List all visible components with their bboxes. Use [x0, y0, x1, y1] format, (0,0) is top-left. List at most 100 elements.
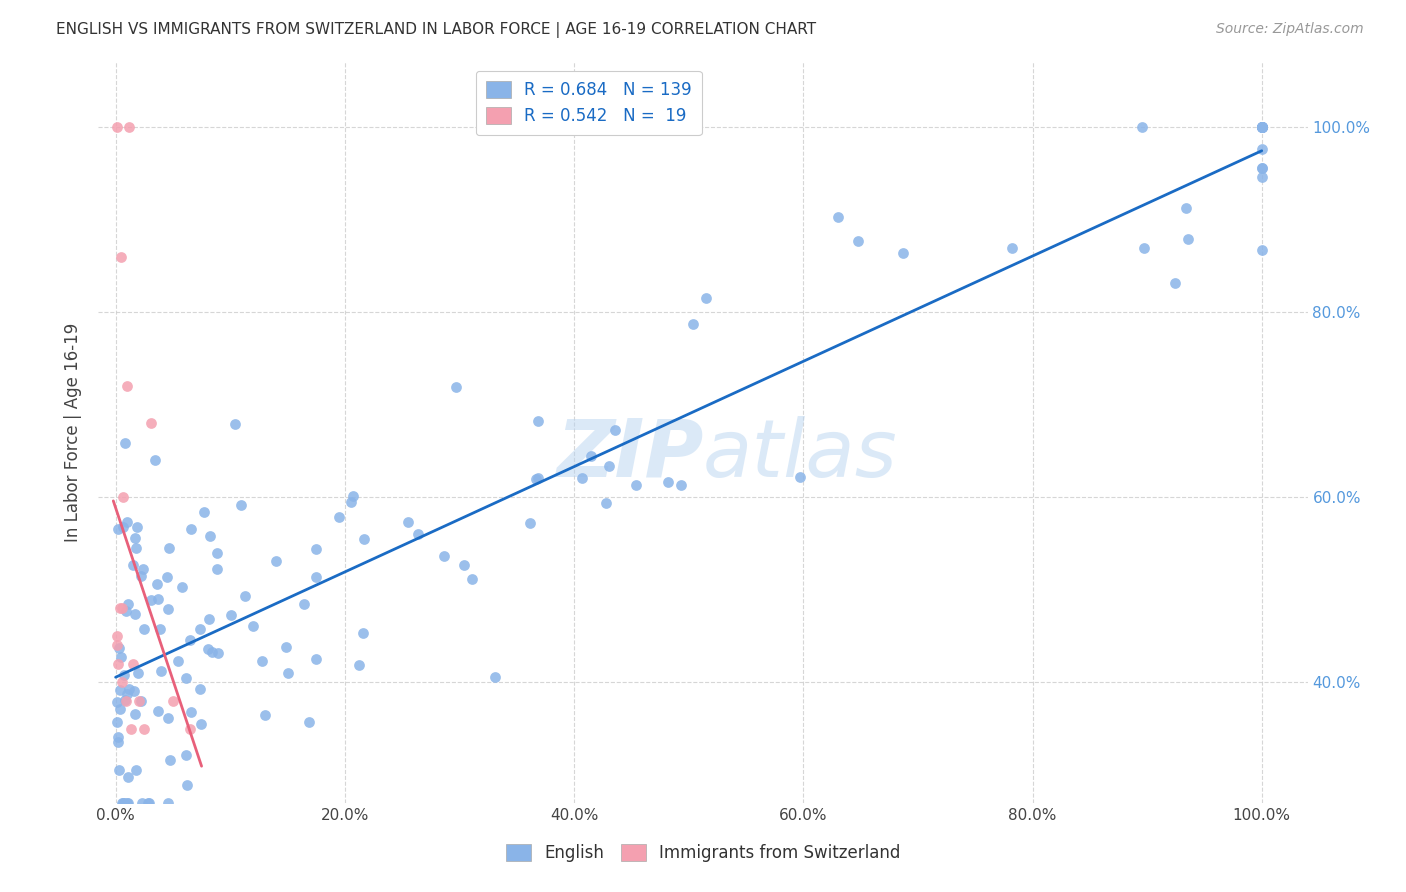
Point — [201, 645, 224, 659]
Point — [1250, 120, 1272, 135]
Point — [682, 318, 704, 332]
Point — [1130, 120, 1153, 135]
Point — [1250, 120, 1272, 135]
Point — [1250, 169, 1272, 184]
Point — [200, 529, 222, 543]
Point — [107, 657, 129, 671]
Point — [1250, 120, 1272, 135]
Point — [453, 558, 475, 572]
Point — [124, 531, 146, 545]
Point — [250, 654, 273, 668]
Point — [526, 414, 548, 428]
Point — [107, 522, 129, 536]
Point — [131, 562, 153, 576]
Point — [134, 722, 156, 736]
Point — [117, 796, 139, 810]
Point — [108, 601, 131, 615]
Point — [143, 453, 166, 467]
Point — [108, 683, 131, 698]
Point — [827, 210, 849, 224]
Point — [461, 572, 484, 586]
Point — [156, 569, 179, 583]
Point — [149, 664, 172, 678]
Point — [292, 598, 315, 612]
Point — [108, 701, 131, 715]
Point — [115, 694, 138, 708]
Point — [190, 717, 212, 731]
Point — [180, 705, 202, 719]
Point — [340, 495, 363, 509]
Point — [167, 654, 190, 668]
Point — [118, 682, 141, 697]
Point — [695, 291, 717, 305]
Point — [519, 516, 541, 530]
Point — [1250, 142, 1272, 156]
Point — [138, 796, 160, 810]
Point — [231, 498, 253, 512]
Point — [603, 423, 626, 437]
Point — [174, 671, 197, 685]
Point — [1250, 161, 1272, 176]
Point — [148, 591, 170, 606]
Point — [396, 515, 419, 529]
Point — [139, 417, 162, 431]
Point — [146, 576, 169, 591]
Point — [129, 569, 152, 583]
Point — [114, 693, 136, 707]
Point — [176, 778, 198, 792]
Point — [122, 683, 145, 698]
Point — [242, 619, 264, 633]
Point — [274, 640, 297, 655]
Point — [266, 554, 288, 568]
Point — [110, 250, 132, 264]
Point — [128, 694, 150, 708]
Point — [159, 753, 181, 767]
Point — [170, 580, 193, 594]
Point — [112, 796, 135, 810]
Text: ENGLISH VS IMMIGRANTS FROM SWITZERLAND IN LABOR FORCE | AGE 16-19 CORRELATION CH: ENGLISH VS IMMIGRANTS FROM SWITZERLAND I… — [56, 22, 817, 38]
Point — [117, 597, 139, 611]
Point — [205, 562, 228, 576]
Point — [124, 607, 146, 622]
Point — [127, 666, 149, 681]
Text: atlas: atlas — [703, 416, 898, 494]
Point — [105, 695, 128, 709]
Point — [108, 764, 131, 778]
Point — [117, 379, 139, 393]
Point — [1177, 232, 1199, 246]
Point — [108, 641, 131, 656]
Point — [110, 650, 132, 665]
Point — [132, 622, 155, 636]
Point — [595, 496, 617, 510]
Point — [131, 796, 153, 810]
Point — [118, 120, 141, 135]
Point — [598, 458, 620, 473]
Point — [1250, 120, 1272, 135]
Point — [197, 642, 219, 657]
Point — [527, 470, 550, 484]
Point — [124, 706, 146, 721]
Point — [1250, 120, 1272, 135]
Point — [1001, 242, 1024, 256]
Point — [233, 589, 256, 603]
Point — [114, 436, 136, 450]
Point — [112, 668, 135, 682]
Point — [1250, 243, 1272, 257]
Point — [125, 763, 148, 777]
Point — [125, 541, 148, 555]
Y-axis label: In Labor Force | Age 16-19: In Labor Force | Age 16-19 — [65, 323, 83, 542]
Point — [115, 515, 138, 529]
Point — [120, 722, 142, 736]
Point — [789, 469, 811, 483]
Point — [107, 731, 129, 745]
Point — [188, 622, 211, 636]
Point — [444, 380, 467, 394]
Point — [349, 658, 371, 673]
Point — [1250, 120, 1272, 135]
Point — [115, 604, 138, 618]
Point — [190, 682, 212, 697]
Point — [524, 472, 547, 486]
Point — [112, 796, 135, 810]
Point — [657, 475, 679, 490]
Point — [671, 478, 693, 492]
